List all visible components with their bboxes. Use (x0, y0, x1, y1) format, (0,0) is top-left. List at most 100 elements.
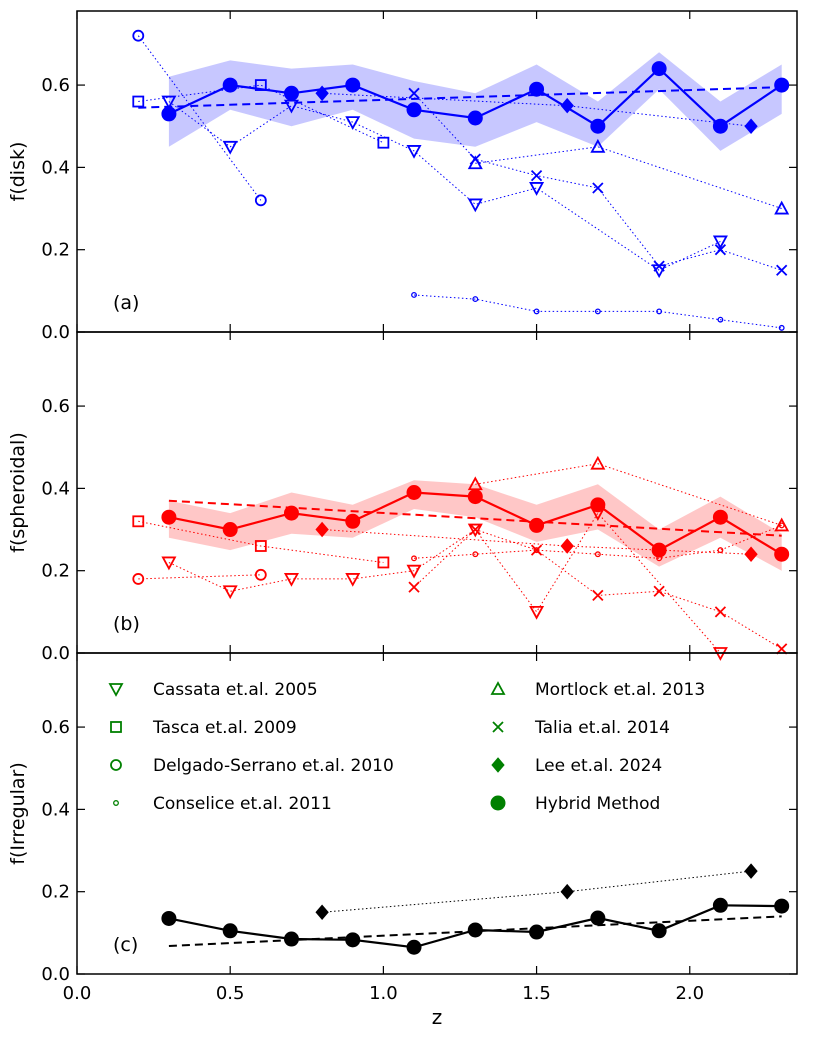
data-point (467, 922, 483, 938)
data-point (714, 244, 727, 256)
legend-marker (110, 759, 122, 771)
data-point (222, 522, 238, 538)
data-point (377, 556, 390, 569)
data-point (529, 605, 545, 620)
data-point (776, 643, 788, 655)
data-point (377, 136, 390, 149)
legend-label: Lee et.al. 2024 (535, 756, 662, 776)
plot-frame (76, 652, 798, 975)
data-point (590, 118, 606, 134)
y-tick-label: 0.6 (41, 396, 70, 417)
data-point (533, 547, 540, 554)
y-tick-label: 0.0 (41, 322, 70, 343)
fit-line (168, 499, 782, 537)
data-point (315, 521, 329, 538)
legend-marker (110, 721, 122, 733)
data-point (411, 292, 417, 298)
data-point (712, 118, 728, 134)
y-tick-label: 0.4 (41, 478, 70, 499)
y-axis-label: f(spheroidal) (7, 432, 29, 553)
panel-a: 0.0 0.2 0.4 0.6 f(disk) (a) (7, 10, 798, 343)
data-point (132, 95, 145, 108)
y-tick-label: 0.0 (41, 964, 70, 985)
data-point (472, 296, 479, 303)
legend-marker (490, 681, 506, 695)
data-point (161, 106, 177, 122)
data-point (594, 308, 601, 315)
data-point (222, 77, 238, 93)
data-point (776, 264, 788, 276)
data-point (560, 538, 574, 554)
y-tick-label: 0.4 (41, 799, 70, 820)
x-tick-label: 1.5 (522, 983, 551, 1004)
legend-item: Hybrid Method (490, 794, 660, 814)
data-point (345, 116, 361, 130)
legend-label: Cassata et.al. 2005 (153, 680, 318, 700)
y-tick-label: 0.2 (41, 561, 70, 582)
series-line (138, 84, 384, 144)
data-point (254, 540, 267, 552)
data-point (712, 509, 728, 525)
data-point (651, 923, 667, 939)
x-tick-label: 2.0 (675, 983, 704, 1004)
data-point (594, 551, 601, 558)
data-point (467, 489, 483, 505)
y-tick-label: 0.0 (41, 643, 70, 664)
data-point (406, 564, 422, 579)
data-point (315, 85, 329, 102)
legend-item: Cassata et.al. 2005 (108, 680, 318, 700)
legend-item: Talia et.al. 2014 (492, 718, 670, 738)
panel-c: 0.0 0.2 0.4 0.6 0.0 0.5 1.0 1.5 2.0 f(Irregular) (… (7, 652, 798, 1029)
data-point (774, 77, 790, 93)
data-point (744, 546, 758, 562)
data-point (283, 931, 299, 947)
y-tick-label: 0.4 (41, 157, 70, 178)
panel-label: (a) (113, 292, 139, 314)
data-point (774, 200, 790, 215)
data-point (590, 455, 606, 470)
data-point (590, 138, 606, 153)
legend-label: Talia et.al. 2014 (534, 718, 670, 738)
legend-label: Tasca et.al. 2009 (152, 718, 297, 738)
data-point (283, 505, 299, 521)
series-line (138, 520, 384, 563)
series-line (168, 512, 721, 654)
fit-line (138, 86, 782, 109)
data-point (653, 260, 665, 272)
data-point (656, 308, 663, 315)
data-point (222, 923, 238, 939)
data-point (472, 551, 479, 558)
y-axis-label: f(disk) (7, 142, 29, 202)
data-point (467, 523, 483, 538)
data-point (467, 198, 483, 213)
legend-item: Delgado-Serrano et.al. 2010 (110, 756, 394, 776)
y-axis-label: f(Irregular) (7, 762, 29, 865)
data-point (467, 110, 483, 126)
data-point (406, 939, 422, 955)
data-point (345, 77, 361, 93)
series-line (475, 146, 782, 209)
data-point (345, 573, 361, 587)
legend-label: Mortlock et.al. 2013 (535, 680, 705, 700)
data-point (254, 194, 267, 207)
data-point (560, 97, 574, 114)
y-tick-label: 0.6 (41, 75, 70, 96)
data-point (778, 324, 785, 331)
x-tick-label: 1.0 (369, 983, 398, 1004)
legend-item: Lee et.al. 2024 (491, 756, 662, 776)
data-point (408, 581, 420, 593)
confidence-band (168, 480, 782, 571)
legend-label: Delgado-Serrano et.al. 2010 (153, 756, 394, 776)
series-line (475, 463, 782, 526)
data-point (132, 573, 145, 585)
data-point (406, 485, 422, 500)
data-point (530, 544, 543, 556)
y-tick-label: 0.6 (41, 717, 70, 738)
legend-marker (491, 757, 505, 773)
legend-label: Hybrid Method (535, 794, 660, 814)
data-point (222, 140, 238, 155)
data-point (651, 61, 667, 77)
legend-item: Tasca et.al. 2009 (110, 718, 297, 738)
data-point (560, 883, 574, 900)
series-line (168, 101, 721, 271)
